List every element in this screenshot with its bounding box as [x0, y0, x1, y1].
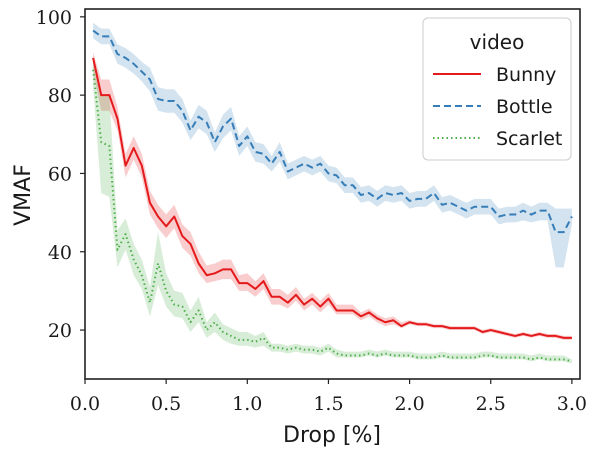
y-axis: 20 40 60 80 100 — [36, 7, 85, 342]
band-bottle — [93, 22, 572, 268]
plot-frame — [84, 8, 581, 380]
legend-title: video — [470, 30, 525, 54]
y-axis-title: VMAF — [11, 164, 36, 226]
legend: video Bunny Bottle Scarlet — [422, 17, 572, 161]
x-tick-label: 2.5 — [476, 393, 506, 415]
line-bottle — [92, 29, 573, 234]
x-tick-label: 1.0 — [232, 393, 262, 415]
x-tick-label: 0.5 — [151, 393, 181, 415]
legend-label-bunny: Bunny — [496, 64, 556, 86]
x-axis: 0.0 0.5 1.0 1.5 2.0 2.5 3.0 — [70, 379, 587, 415]
y-tick-label: 40 — [48, 242, 72, 264]
band-bunny — [93, 52, 572, 340]
x-tick-label: 0.0 — [70, 393, 100, 415]
legend-box — [422, 17, 572, 161]
confidence-bands — [93, 22, 572, 364]
x-tick-label: 3.0 — [557, 393, 587, 415]
x-axis-title: Drop [%] — [283, 423, 381, 448]
series-lines — [92, 29, 573, 363]
y-tick-label: 60 — [48, 163, 72, 185]
line-bunny — [92, 57, 572, 339]
y-tick-label: 80 — [48, 85, 72, 107]
x-tick-label: 2.0 — [394, 393, 424, 415]
y-tick-label: 20 — [48, 320, 72, 342]
y-tick-label: 100 — [36, 7, 72, 29]
legend-label-scarlet: Scarlet — [496, 128, 562, 150]
legend-label-bottle: Bottle — [496, 96, 553, 118]
x-tick-label: 1.5 — [313, 393, 343, 415]
